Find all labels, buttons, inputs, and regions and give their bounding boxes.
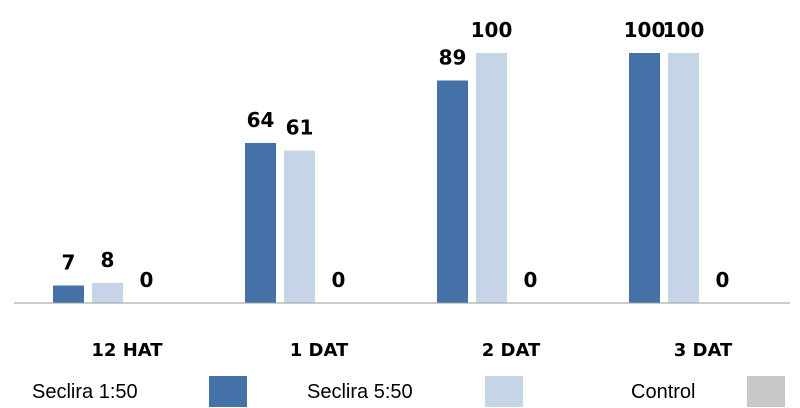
- data-label-seclira-5-50-3-dat: 100: [663, 18, 705, 42]
- data-label-seclira-5-50-1-dat: 61: [286, 116, 314, 140]
- legend-swatch-seclira-1-50: [209, 376, 247, 407]
- legend-swatch-seclira-5-50: [485, 376, 523, 407]
- legend-label-seclira-1-50: Seclira 1:50: [32, 381, 138, 403]
- data-label-seclira-1-50-2-dat: 89: [439, 46, 467, 70]
- bar-seclira-5-50-1-dat: [284, 150, 315, 303]
- data-label-control-2-dat: 0: [524, 268, 538, 292]
- bar-seclira-1-50-12-hat: [53, 285, 84, 303]
- data-label-seclira-5-50-2-dat: 100: [471, 18, 513, 42]
- category-label-2-dat: 2 DAT: [482, 340, 541, 361]
- bar-seclira-1-50-2-dat: [437, 80, 468, 303]
- legend-label-control: Control: [631, 381, 695, 403]
- bar-seclira-1-50-3-dat: [629, 53, 660, 303]
- category-label-12-hat: 12 HAT: [91, 340, 163, 361]
- bar-seclira-1-50-1-dat: [245, 143, 276, 303]
- data-label-seclira-1-50-3-dat: 100: [624, 18, 666, 42]
- data-label-seclira-1-50-1-dat: 64: [247, 108, 275, 132]
- legend: Seclira 1:50 Seclira 5:50 Control: [32, 376, 785, 407]
- data-label-control-1-dat: 0: [332, 268, 346, 292]
- category-label-3-dat: 3 DAT: [674, 340, 733, 361]
- bars-layer: [53, 53, 699, 303]
- bar-seclira-5-50-2-dat: [476, 53, 507, 303]
- bar-seclira-5-50-12-hat: [92, 283, 123, 303]
- data-label-control-3-dat: 0: [716, 268, 730, 292]
- data-label-seclira-5-50-12-hat: 8: [101, 248, 115, 272]
- category-labels-layer: 12 HAT 1 DAT 2 DAT 3 DAT: [91, 340, 733, 361]
- data-label-seclira-1-50-12-hat: 7: [62, 251, 76, 275]
- data-label-control-12-hat: 0: [140, 268, 154, 292]
- category-label-1-dat: 1 DAT: [290, 340, 349, 361]
- bar-seclira-5-50-3-dat: [668, 53, 699, 303]
- legend-swatch-control: [747, 376, 785, 407]
- legend-label-seclira-5-50: Seclira 5:50: [307, 381, 413, 403]
